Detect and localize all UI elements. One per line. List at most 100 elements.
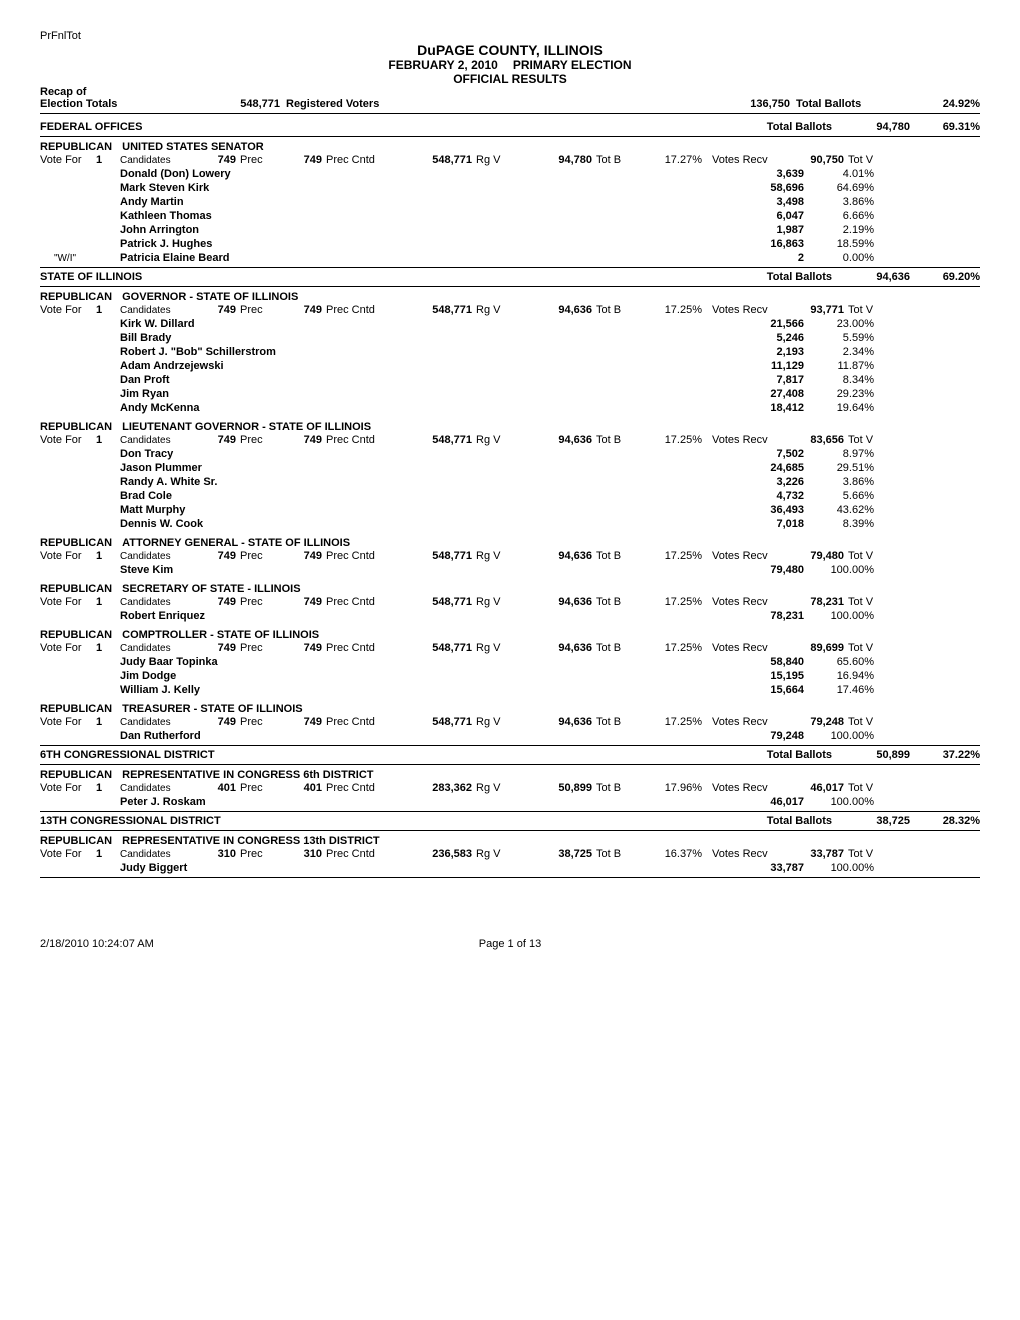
race-office: TREASURER - STATE OF ILLINOIS: [122, 703, 302, 715]
candidate-row: Jim Dodge15,19516.94%: [40, 669, 980, 683]
vote-for-label: Vote For: [40, 154, 96, 166]
candidate-row: Kirk W. Dillard21,56623.00%: [40, 317, 980, 331]
section-total-ballots-label: Total Ballots: [767, 121, 832, 133]
prec-label: Prec: [236, 304, 282, 316]
total-ballots-label: Total Ballots: [790, 98, 900, 110]
candidate-row: Peter J. Roskam46,017100.00%: [40, 795, 980, 809]
race-block: REPUBLICANUNITED STATES SENATORVote For 1…: [40, 137, 980, 268]
race-totv-label: Tot V: [844, 642, 884, 654]
footer-timestamp: 2/18/2010 10:24:07 AM: [40, 938, 353, 950]
race-party: REPUBLICAN: [40, 141, 112, 153]
candidate-pct: 11.87%: [804, 360, 874, 372]
candidate-pct: 16.94%: [804, 670, 874, 682]
section-header: STATE OF ILLINOISTotal Ballots94,63669.2…: [40, 268, 980, 287]
candidate-votes: 5,246: [740, 332, 804, 344]
candidate-row: Andy Martin3,4983.86%: [40, 195, 980, 209]
candidate-votes: 7,018: [740, 518, 804, 530]
prec-counted-n: 749: [282, 596, 322, 608]
candidate-votes: 2,193: [740, 346, 804, 358]
vote-for-n: 1: [96, 596, 120, 608]
prec-count: 749: [196, 642, 236, 654]
prec-label: Prec: [236, 154, 282, 166]
vote-for-n: 1: [96, 848, 120, 860]
candidate-pct: 6.66%: [804, 210, 874, 222]
race-totv-label: Tot V: [844, 848, 884, 860]
vote-for-label: Vote For: [40, 642, 96, 654]
rgv-label: Rg V: [472, 642, 532, 654]
race-pct: 17.25%: [642, 550, 702, 562]
candidate-votes: 58,840: [740, 656, 804, 668]
candidate-pct: 43.62%: [804, 504, 874, 516]
rgv-value: 548,771: [402, 434, 472, 446]
candidate-row: Bill Brady5,2465.59%: [40, 331, 980, 345]
candidate-name: William J. Kelly: [90, 684, 740, 696]
candidate-row: Jason Plummer24,68529.51%: [40, 461, 980, 475]
candidate-votes: 7,817: [740, 374, 804, 386]
candidate-name: Andy Martin: [90, 196, 740, 208]
race-title: REPUBLICANUNITED STATES SENATOR: [40, 137, 980, 153]
candidate-pct: 0.00%: [804, 252, 874, 264]
rgv-value: 283,362: [402, 782, 472, 794]
race-title: REPUBLICANREPRESENTATIVE IN CONGRESS 6th…: [40, 765, 980, 781]
prec-counted-label: Prec Cntd: [322, 434, 402, 446]
race-title: REPUBLICANREPRESENTATIVE IN CONGRESS 13t…: [40, 831, 980, 847]
prec-counted-n: 749: [282, 434, 322, 446]
candidate-votes: 1,987: [740, 224, 804, 236]
candidate-votes: 36,493: [740, 504, 804, 516]
prec-counted-label: Prec Cntd: [322, 550, 402, 562]
race-office: REPRESENTATIVE IN CONGRESS 13th DISTRICT: [122, 835, 380, 847]
race-office: COMPTROLLER - STATE OF ILLINOIS: [122, 629, 319, 641]
prec-counted-label: Prec Cntd: [322, 716, 402, 728]
candidates-label: Candidates: [120, 551, 196, 562]
candidate-name: Mark Steven Kirk: [90, 182, 740, 194]
race-totv-value: 33,787: [782, 848, 844, 860]
votes-recv-label: Votes Recv: [702, 596, 782, 608]
candidate-votes: 46,017: [740, 796, 804, 808]
section-total-ballots-pct: 69.31%: [910, 121, 980, 133]
candidate-row: John Arrington1,9872.19%: [40, 223, 980, 237]
prec-count: 401: [196, 782, 236, 794]
vote-for-label: Vote For: [40, 304, 96, 316]
recap-label-1: Recap of: [40, 86, 210, 98]
race-meta-row: Vote For1Candidates310Prec310Prec Cntd23…: [40, 847, 980, 861]
race-office: SECRETARY OF STATE - ILLINOIS: [122, 583, 300, 595]
race-party: REPUBLICAN: [40, 629, 112, 641]
race-totv-value: 90,750: [782, 154, 844, 166]
race-totb-value: 50,899: [532, 782, 592, 794]
race-totb-label: Tot B: [592, 782, 642, 794]
race-totb-label: Tot B: [592, 550, 642, 562]
prec-count: 749: [196, 304, 236, 316]
votes-recv-label: Votes Recv: [702, 550, 782, 562]
race-totb-value: 94,636: [532, 550, 592, 562]
candidate-votes: 27,408: [740, 388, 804, 400]
candidate-row: "W/I"Patricia Elaine Beard20.00%: [40, 251, 980, 265]
candidate-votes: 4,732: [740, 490, 804, 502]
race-totv-value: 79,248: [782, 716, 844, 728]
candidate-votes: 6,047: [740, 210, 804, 222]
race-party: REPUBLICAN: [40, 291, 112, 303]
candidate-pct: 3.86%: [804, 196, 874, 208]
footer-page: Page 1 of 13: [353, 938, 666, 950]
section-name: STATE OF ILLINOIS: [40, 271, 767, 283]
section-header: FEDERAL OFFICESTotal Ballots94,78069.31%: [40, 118, 980, 137]
prec-counted-n: 749: [282, 550, 322, 562]
race-totv-value: 79,480: [782, 550, 844, 562]
vote-for-label: Vote For: [40, 596, 96, 608]
candidate-votes: 3,498: [740, 196, 804, 208]
race-totv-value: 83,656: [782, 434, 844, 446]
race-totb-value: 94,636: [532, 596, 592, 608]
candidate-row: Robert J. "Bob" Schillerstrom2,1932.34%: [40, 345, 980, 359]
total-ballots-pct: 24.92%: [900, 98, 980, 110]
registered-voters-label: Registered Voters: [280, 98, 430, 110]
section-total-ballots-label: Total Ballots: [767, 749, 832, 761]
candidate-row: Dan Proft7,8178.34%: [40, 373, 980, 387]
candidate-name: Kathleen Thomas: [90, 210, 740, 222]
prec-counted-label: Prec Cntd: [322, 154, 402, 166]
votes-recv-label: Votes Recv: [702, 716, 782, 728]
rgv-label: Rg V: [472, 154, 532, 166]
candidate-name: Bill Brady: [90, 332, 740, 344]
prec-label: Prec: [236, 848, 282, 860]
prec-count: 310: [196, 848, 236, 860]
candidate-name: Brad Cole: [90, 490, 740, 502]
registered-voters-value: 548,771: [210, 98, 280, 110]
